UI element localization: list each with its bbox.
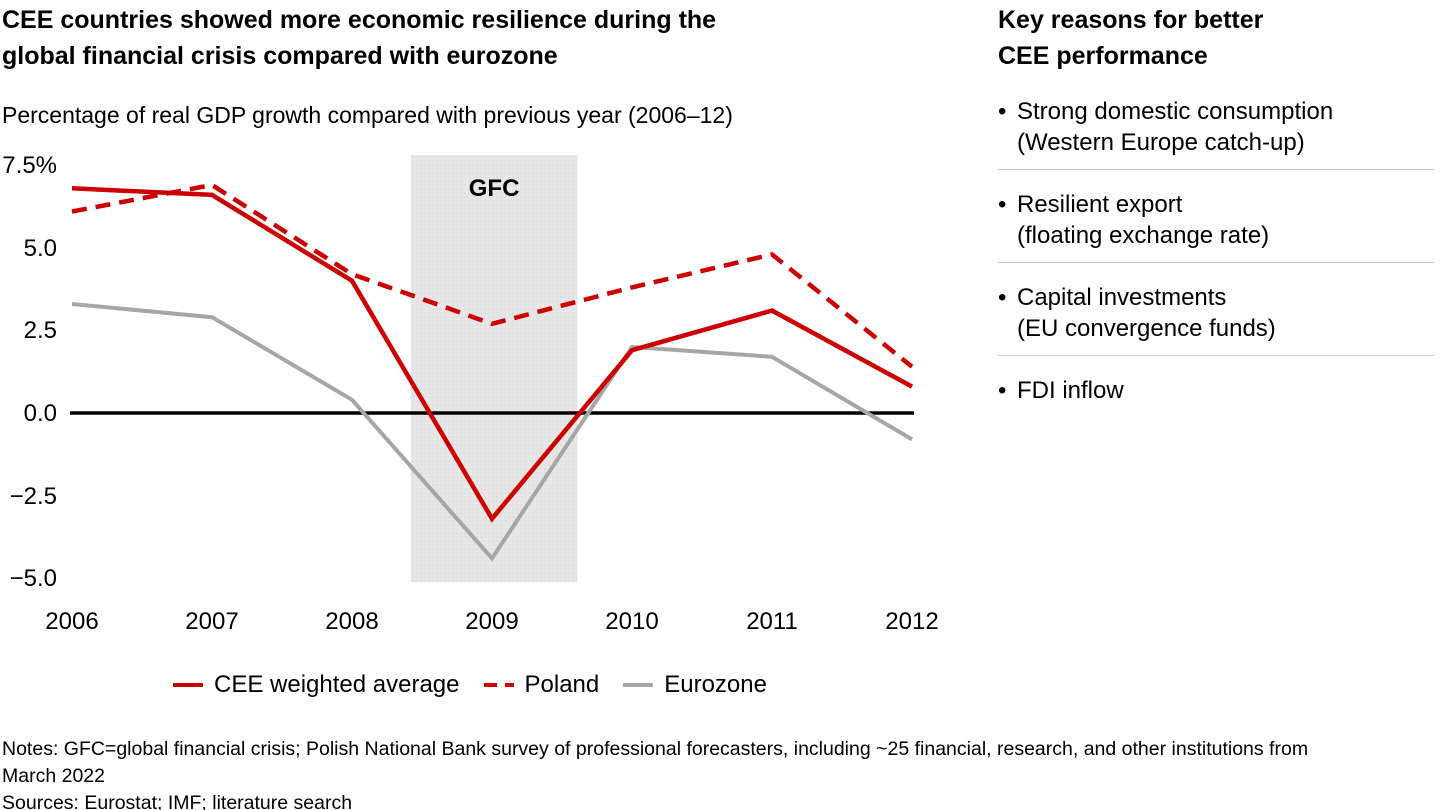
legend-label: Eurozone: [664, 671, 767, 698]
panel-title-line1: Key reasons for better: [998, 6, 1264, 34]
bullet-dot: •: [998, 191, 1007, 218]
bullet-text: Strong domestic consumption (Western Euro…: [1017, 98, 1334, 156]
x-axis-labels: 2006 2007 2008 2009 2010 2011 2012: [45, 608, 938, 635]
bullet-text: Resilient export (floating exchange rate): [1017, 191, 1270, 249]
legend-item-cee-weighted-average: CEE weighted average: [173, 671, 460, 699]
key-reasons-panel: Key reasons for better CEE performance •…: [998, 2, 1434, 417]
notes-line1: Notes: GFC=global financial crisis; Poli…: [2, 738, 1309, 760]
x-axis-tick-label: 2006: [45, 608, 98, 635]
line-poland: [71, 182, 914, 369]
bullet-text: FDI inflow: [1017, 377, 1124, 404]
bullet-item: • FDI inflow: [998, 355, 1434, 417]
line-cee-weighted-average: [71, 186, 914, 523]
x-axis-tick-label: 2008: [325, 608, 378, 635]
footnotes: Notes: GFC=global financial crisis; Poli…: [2, 736, 1308, 810]
y-axis-tick-label: 2.5: [24, 317, 57, 344]
chart-legend: CEE weighted average Poland Eurozone: [0, 671, 940, 699]
y-axis-tick-label: 0.0: [24, 400, 57, 427]
panel-title-line2: CEE performance: [998, 42, 1208, 70]
bullet-item: • Resilient export (floating exchange rate…: [998, 169, 1434, 262]
gfc-band-label: GFC: [469, 175, 520, 202]
solid-line-swatch: [173, 683, 204, 687]
x-axis-tick-label: 2012: [885, 608, 938, 635]
legend-item-eurozone: Eurozone: [623, 671, 767, 699]
bullet-dot: •: [998, 98, 1007, 125]
legend-item-poland: Poland: [483, 671, 600, 699]
x-axis-tick-label: 2011: [746, 608, 798, 635]
sources-line: Sources: Eurostat; IMF; literature searc…: [2, 792, 353, 810]
y-axis-tick-label: −2.5: [10, 483, 57, 510]
y-axis-tick-label: 7.5%: [2, 152, 57, 179]
gfc-band: [410, 155, 578, 582]
page-title-line1: CEE countries showed more economic resil…: [2, 6, 717, 34]
line-eurozone: [71, 302, 914, 562]
bullet-list: • Strong domestic consumption (Western Eur…: [998, 96, 1434, 417]
page-title: CEE countries showed more economic resil…: [2, 2, 716, 74]
chart-subtitle: Percentage of real GDP growth compared w…: [2, 102, 733, 128]
bullet-item: • Strong domestic consumption (Western Eur…: [998, 96, 1434, 169]
legend-label: CEE weighted average: [214, 671, 460, 698]
page-title-line2: global financial crisis compared with eu…: [2, 42, 558, 70]
gdp-growth-line-chart: GFC 7.5%5.02.50.0−2.5−5.0 2006 2007 2008 20…: [2, 152, 938, 635]
notes-line2: March 2022: [2, 765, 105, 787]
y-axis-tick-label: −5.0: [10, 565, 57, 592]
bullet-item: • Capital investments (EU convergence fund…: [998, 262, 1434, 355]
panel-title: Key reasons for better CEE performance: [998, 2, 1434, 74]
y-axis-tick-label: 5.0: [24, 235, 57, 262]
y-axis-labels: 7.5% 5.0 2.5 0.0 −2.5 −5.0: [2, 152, 57, 592]
bullet-dot: •: [998, 284, 1007, 311]
bullet-text: Capital investments (EU convergence funds…: [1017, 284, 1276, 342]
x-axis-tick-label: 2010: [605, 608, 658, 635]
x-axis-tick-label: 2009: [465, 608, 518, 635]
solid-line-swatch: [623, 683, 654, 687]
bullet-dot: •: [998, 377, 1007, 404]
x-axis-tick-label: 2007: [185, 608, 238, 635]
legend-label: Poland: [524, 671, 600, 698]
dashed-line-swatch: [483, 683, 514, 687]
